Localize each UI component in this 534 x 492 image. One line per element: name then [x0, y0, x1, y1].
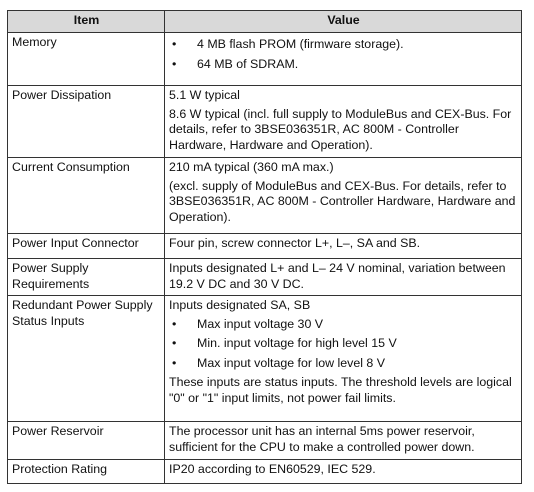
item-cell: Memory [7, 32, 165, 86]
header-cell: Item [7, 10, 165, 33]
value-text: Inputs designated L+ and L– 24 V nominal… [169, 261, 506, 291]
table-row: Power Supply Requirements Inputs designat… [7, 258, 522, 296]
bullet-item: Max input voltage 30 V [169, 317, 518, 333]
value-text: The processor unit has an internal 5ms p… [169, 424, 475, 454]
value-cell: IP20 according to EN60529, IEC 529. [164, 459, 522, 484]
value-text: 5.1 W typical [169, 88, 240, 102]
value-text: 210 mA typical (360 mA max.) [169, 160, 334, 174]
bullet-item: 4 MB flash PROM (firmware storage). [169, 37, 518, 53]
value-cell: Inputs designated L+ and L– 24 V nominal… [164, 258, 522, 296]
header-row: Item Value [7, 10, 522, 33]
table-row: Power Input Connector Four pin, screw con… [7, 233, 522, 259]
table-row: Power Dissipation 5.1 W typical 8.6 W typi… [7, 85, 522, 158]
value-text: Inputs designated SA, SB [169, 298, 311, 312]
item-cell: Redundant Power Supply Status Inputs [7, 295, 165, 422]
value-text: Four pin, screw connector L+, L–, SA and… [169, 236, 421, 250]
value-text: 8.6 W typical (incl. full supply to Modu… [169, 106, 512, 152]
value-text: IP20 according to EN60529, IEC 529. [169, 462, 376, 476]
table-row: Redundant Power Supply Status Inputs Inpu… [7, 295, 522, 422]
value-cell: 210 mA typical (360 mA max.) (excl. suppl… [164, 157, 522, 234]
bullet-list: 4 MB flash PROM (firmware storage). 64 MB… [169, 37, 518, 72]
table-row: Power Reservoir The processor unit has an… [7, 421, 522, 460]
item-cell: Power Dissipation [7, 85, 165, 158]
bullet-item: Min. input voltage for high level 15 V [169, 336, 518, 352]
value-cell: The processor unit has an internal 5ms p… [164, 421, 522, 460]
bullet-item: Max input voltage for low level 8 V [169, 356, 518, 372]
item-cell: Power Reservoir [7, 421, 165, 460]
table-row: Current Consumption 210 mA typical (360 m… [7, 157, 522, 234]
value-cell: 4 MB flash PROM (firmware storage). 64 MB… [164, 32, 522, 86]
spec-table: Item Value Memory4 MB flash PROM (firmwa… [7, 10, 522, 484]
bullet-list: Max input voltage 30 V Min. input voltage… [169, 317, 518, 372]
item-cell: Protection Rating [7, 459, 165, 484]
table-row: Protection Rating IP20 according to EN605… [7, 459, 522, 484]
table-header: Item Value [7, 10, 522, 33]
table-row: Memory4 MB flash PROM (firmware storage)… [7, 32, 522, 86]
table-body: Memory4 MB flash PROM (firmware storage)… [7, 32, 522, 484]
value-cell: 5.1 W typical 8.6 W typical (incl. full s… [164, 85, 522, 158]
item-cell: Power Supply Requirements [7, 258, 165, 296]
item-cell: Current Consumption [7, 157, 165, 234]
value-cell: Inputs designated SA, SB Max input voltag… [164, 295, 522, 422]
item-cell: Power Input Connector [7, 233, 165, 259]
bullet-item: 64 MB of SDRAM. [169, 57, 518, 73]
value-text: (excl. supply of ModuleBus and CEX-Bus. … [169, 178, 516, 224]
value-cell: Four pin, screw connector L+, L–, SA and… [164, 233, 522, 259]
header-cell: Value [164, 10, 522, 33]
value-text: These inputs are status inputs. The thre… [169, 375, 512, 405]
